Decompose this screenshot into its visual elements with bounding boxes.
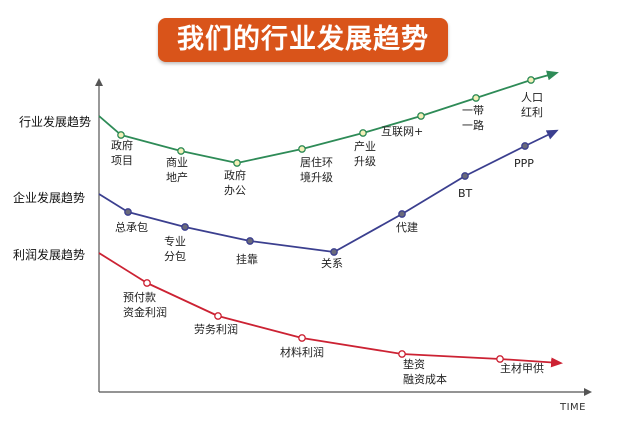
industry-stage-marker bbox=[233, 159, 241, 167]
profit-stage-label-line2: 资金利润 bbox=[123, 306, 167, 319]
profit-stage-label: 主材甲供 bbox=[500, 361, 544, 376]
industry-stage-label: 人口 红利 bbox=[521, 90, 543, 120]
enterprise-stage-marker bbox=[521, 142, 529, 150]
x-axis-label: TIME bbox=[560, 402, 587, 413]
profit-stage-marker bbox=[214, 312, 222, 320]
enterprise-stage-label: BT bbox=[458, 186, 472, 201]
enterprise-stage-label-line1: 关系 bbox=[321, 257, 343, 270]
industry-stage-label: 产业 升级 bbox=[354, 139, 376, 169]
enterprise-stage-marker bbox=[124, 208, 132, 216]
profit-stage-marker bbox=[398, 350, 406, 358]
industry-trend-line bbox=[98, 70, 559, 164]
enterprise-stage-label: 关系 bbox=[321, 256, 343, 271]
industry-stage-label: 居住环 境升级 bbox=[300, 155, 333, 185]
enterprise-stage-label-line1: 总承包 bbox=[115, 221, 148, 234]
industry-stage-label: 一带 一路 bbox=[462, 103, 484, 133]
series-lines bbox=[98, 70, 563, 368]
industry-stage-marker bbox=[177, 147, 185, 155]
industry-stage-marker bbox=[527, 76, 535, 84]
title-banner: 我们的行业发展趋势 bbox=[158, 18, 448, 62]
industry-stage-label-line2: 红利 bbox=[521, 106, 543, 119]
industry-stage-label-line1: 产业 bbox=[354, 140, 376, 153]
industry-stage-marker bbox=[417, 112, 425, 120]
enterprise-stage-label-line1: PPP bbox=[514, 157, 534, 170]
enterprise-stage-marker bbox=[461, 172, 469, 180]
enterprise-stage-marker bbox=[330, 248, 338, 256]
enterprise-stage-label: 专业 分包 bbox=[164, 234, 186, 264]
industry-stage-label-line2: 地产 bbox=[166, 171, 188, 184]
industry-stage-label-line1: 人口 bbox=[521, 91, 543, 104]
enterprise-stage-label-line2: 分包 bbox=[164, 250, 186, 263]
page-title: 我们的行业发展趋势 bbox=[177, 24, 429, 55]
enterprise-stage-label: PPP bbox=[514, 156, 534, 171]
industry-stage-label: 政府 项目 bbox=[111, 138, 133, 168]
industry-stage-marker bbox=[117, 131, 125, 139]
profit-stage-marker bbox=[143, 279, 151, 287]
profit-stage-label-line1: 劳务利润 bbox=[194, 323, 238, 336]
profit-stage-label-line1: 材料利润 bbox=[280, 346, 324, 359]
industry-stage-marker bbox=[359, 129, 367, 137]
profit-stage-label-line1: 垫资 bbox=[403, 358, 425, 371]
profit-stage-label-line2: 融资成本 bbox=[403, 373, 447, 386]
industry-stage-label: 政府 办公 bbox=[224, 168, 246, 198]
enterprise-stage-marker bbox=[398, 210, 406, 218]
enterprise-stage-label-line1: BT bbox=[458, 187, 473, 200]
industry-stage-label-line1: 居住环 bbox=[300, 156, 333, 169]
stage-markers bbox=[117, 76, 535, 363]
enterprise-stage-label-line1: 代建 bbox=[396, 221, 418, 234]
industry-stage-marker bbox=[298, 145, 306, 153]
profit-stage-label-line1: 预付款 bbox=[123, 291, 156, 304]
enterprise-stage-label: 代建 bbox=[396, 220, 418, 235]
enterprise-stage-label-line1: 专业 bbox=[164, 235, 186, 248]
profit-stage-label: 垫资 融资成本 bbox=[403, 357, 447, 387]
industry-stage-label-line1: 政府 bbox=[224, 169, 246, 182]
enterprise-stage-label: 总承包 bbox=[115, 220, 148, 235]
industry-stage-label-line1: 政府 bbox=[111, 139, 133, 152]
industry-stage-label-line2: 一路 bbox=[462, 119, 484, 132]
industry-stage-label: 互联网+ bbox=[381, 124, 423, 139]
enterprise-stage-marker bbox=[246, 237, 254, 245]
industry-stage-label-line1: 一带 bbox=[462, 104, 484, 117]
profit-stage-marker bbox=[298, 334, 306, 342]
profit-stage-label: 劳务利润 bbox=[194, 322, 238, 337]
profit-stage-label-line1: 主材甲供 bbox=[500, 362, 544, 375]
profit-stage-label: 材料利润 bbox=[280, 345, 324, 360]
row-label-enterprise: 企业发展趋势 bbox=[13, 191, 86, 205]
industry-stage-label: 商业 地产 bbox=[166, 155, 188, 185]
industry-stage-label-line2: 项目 bbox=[111, 154, 133, 167]
industry-stage-marker bbox=[472, 94, 480, 102]
industry-stage-label-line1: 互联网+ bbox=[381, 125, 424, 138]
row-label-profit: 利润发展趋势 bbox=[13, 248, 86, 262]
industry-stage-label-line2: 办公 bbox=[224, 184, 246, 197]
enterprise-stage-label-line1: 挂靠 bbox=[236, 253, 258, 266]
industry-stage-label-line2: 升级 bbox=[354, 155, 376, 168]
industry-stage-label-line1: 商业 bbox=[166, 156, 188, 169]
industry-stage-label-line2: 境升级 bbox=[300, 171, 333, 184]
profit-stage-marker bbox=[496, 355, 504, 363]
enterprise-stage-marker bbox=[181, 223, 189, 231]
profit-stage-label: 预付款 资金利润 bbox=[123, 290, 167, 320]
row-label-industry: 行业发展趋势 bbox=[19, 115, 92, 129]
enterprise-stage-label: 挂靠 bbox=[236, 252, 258, 267]
